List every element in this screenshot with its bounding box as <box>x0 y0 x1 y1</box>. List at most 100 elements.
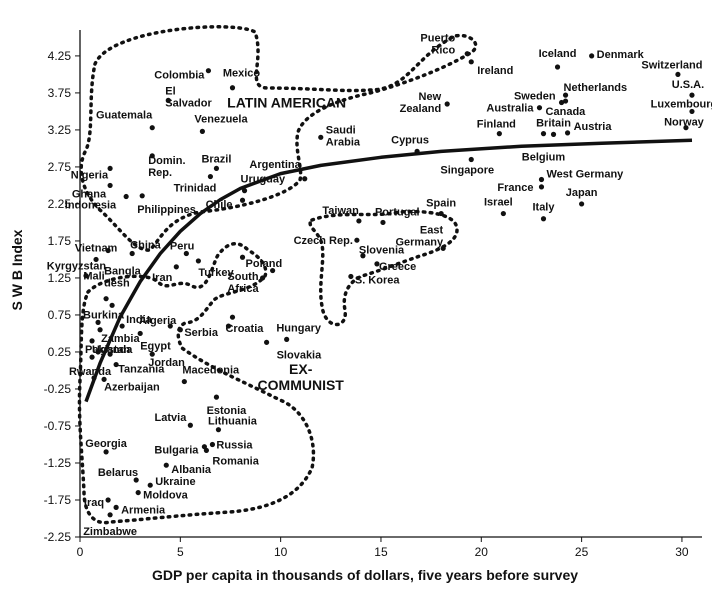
point-label: Ukraine <box>155 476 195 488</box>
point-label-line: Serbia <box>184 327 219 339</box>
y-tick-label: 1.25 <box>48 271 72 285</box>
point-label-line: Iran <box>152 272 172 284</box>
point-label-line: Mali <box>83 271 104 283</box>
ex-communist-region <box>77 242 316 525</box>
data-point <box>264 339 270 345</box>
point-label: Croatia <box>225 323 264 335</box>
group-label: LATIN AMERICAN <box>227 95 346 111</box>
data-point <box>209 441 216 448</box>
point-label: Austria <box>574 121 613 133</box>
point-label-line: Czech Rep. <box>294 235 353 247</box>
data-point <box>689 108 695 115</box>
point-label: Italy <box>532 202 555 214</box>
group-regions <box>77 25 478 525</box>
point-label-line: Pakistan <box>85 344 131 356</box>
data-point <box>183 250 189 257</box>
point-label: Azerbaijan <box>104 381 160 393</box>
point-label: Slovenia <box>359 245 405 257</box>
point-label: Algeria <box>139 315 177 327</box>
point-label: S. Korea <box>355 274 401 286</box>
x-tick-label: 25 <box>575 545 589 559</box>
data-point <box>119 323 125 329</box>
point-label: Latvia <box>155 412 188 424</box>
group-label-line: LATIN AMERICAN <box>227 95 346 111</box>
point-label-line: Azerbaijan <box>104 381 160 393</box>
point-label: Zimbabwe <box>83 526 137 538</box>
point-label-line: Slovenia <box>359 245 405 257</box>
point-label-line: Croatia <box>225 323 264 335</box>
point-label: Bulgaria <box>154 445 199 457</box>
point-label: El Salvador <box>165 85 212 109</box>
point-label: Burkina <box>83 309 125 321</box>
data-point <box>213 165 220 172</box>
data-point <box>149 351 155 357</box>
point-label: Britain <box>536 117 571 129</box>
point-label-line: West Germany <box>546 169 624 181</box>
point-label: Colombia <box>154 70 205 82</box>
point-label: China <box>130 240 161 252</box>
point-label-line: Poland <box>246 258 283 270</box>
x-axis-title: GDP per capita in thousands of dollars, … <box>152 567 578 583</box>
data-point <box>83 273 89 279</box>
point-label: Lithuania <box>208 416 258 428</box>
point-label: Vietnam <box>75 242 118 254</box>
point-label-line: Portugal <box>375 206 420 218</box>
point-label: Tanzania <box>118 364 165 376</box>
point-label: Uruguay <box>241 174 287 186</box>
point-label: Netherlands <box>564 82 628 94</box>
data-point <box>107 182 113 189</box>
data-point <box>187 422 193 428</box>
data-point <box>133 477 139 483</box>
y-tick-label: -1.25 <box>44 456 72 470</box>
data-point <box>89 354 95 360</box>
y-tick-label: 3.25 <box>48 123 72 137</box>
point-label: Nigeria <box>71 169 109 181</box>
point-label-line: China <box>130 240 161 252</box>
point-label: Switzerland <box>641 59 702 71</box>
point-label: Uganda <box>92 344 133 356</box>
data-point <box>554 64 561 70</box>
point-label: U.S.A. <box>672 79 704 91</box>
x-tick-label: 0 <box>77 545 84 559</box>
point-label-line: Uganda <box>92 344 133 356</box>
point-label-line: Saudi <box>326 124 356 136</box>
point-label: Jordan <box>148 357 185 369</box>
data-point <box>215 427 222 433</box>
point-label: Saudi Arabia <box>326 124 361 148</box>
point-label-line: Australia <box>486 103 534 115</box>
data-point <box>380 219 386 226</box>
y-tick-label: -2.25 <box>44 530 72 544</box>
data-point <box>538 184 545 190</box>
point-label-line: Puerto <box>420 33 455 45</box>
point-label-line: Luxembourg <box>651 98 712 110</box>
point-label: Chile <box>206 199 233 211</box>
point-label: Israel <box>484 197 513 209</box>
point-label-line: France <box>497 182 533 194</box>
data-point <box>173 264 179 270</box>
point-label: Moldova <box>143 490 188 502</box>
point-label-line: Mexico <box>223 68 261 80</box>
point-label: Iceland <box>539 48 577 60</box>
point-label: Macedonia <box>182 365 240 377</box>
data-points <box>83 51 695 518</box>
data-point <box>147 482 153 488</box>
point-label-line: Rico <box>431 45 455 57</box>
point-label: Indonesia <box>65 200 117 212</box>
point-label-line: Netherlands <box>564 82 628 94</box>
point-label-line: Finland <box>477 119 516 131</box>
point-label-line: Macedonia <box>182 365 240 377</box>
data-point <box>229 85 236 91</box>
point-label: Finland <box>477 119 516 131</box>
data-point <box>103 449 109 455</box>
point-label-line: Iceland <box>539 48 577 60</box>
point-label: Domin. Rep. <box>148 155 185 179</box>
y-tick-label: 1.75 <box>48 234 72 248</box>
point-label: Turkey <box>198 267 234 279</box>
data-point <box>689 92 695 98</box>
point-label: Portugal <box>375 206 420 218</box>
point-label-line: Bangla <box>104 266 142 278</box>
point-label-line: Domin. <box>148 155 185 167</box>
data-point <box>354 237 360 243</box>
data-point <box>550 131 557 137</box>
